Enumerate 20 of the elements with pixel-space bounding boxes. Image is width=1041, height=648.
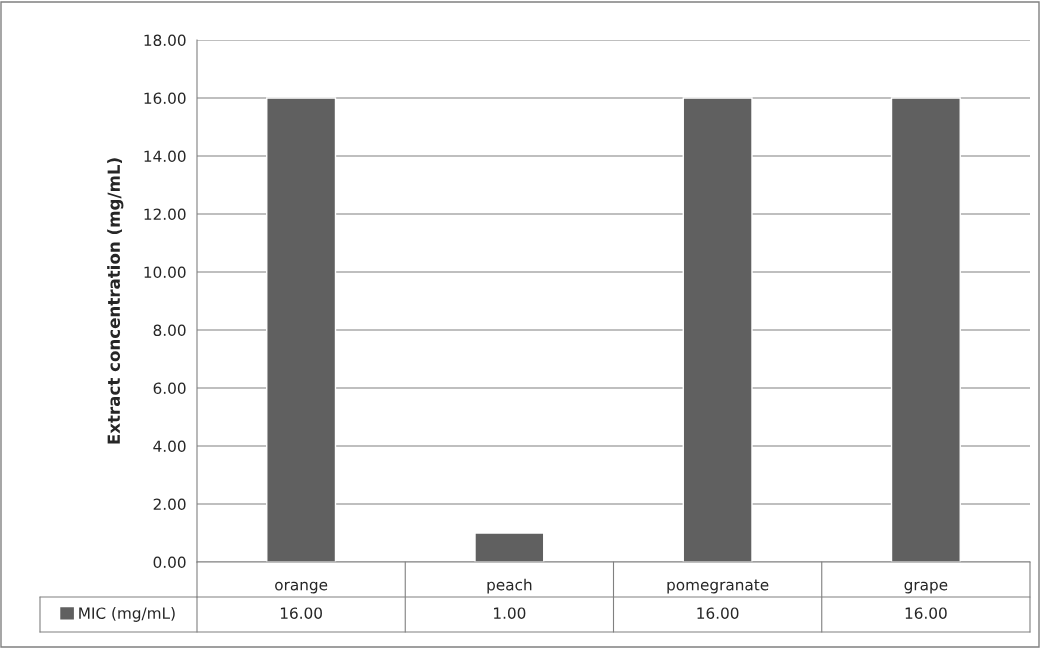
x-tick-label: pomegranate	[667, 579, 769, 594]
data-label: 16.00	[905, 607, 947, 619]
x-tick-label: orange	[275, 581, 328, 594]
data-label: 1.00	[494, 607, 526, 619]
y-tick-label: 0.00	[153, 556, 186, 569]
data-label: 16.00	[280, 607, 322, 619]
y-tick-label: 6.00	[153, 382, 186, 395]
y-tick-label: 8.00	[153, 324, 186, 337]
y-tick-label: 10.00	[144, 266, 186, 279]
x-tick-label: grape	[904, 581, 948, 594]
y-tick-label: 12.00	[144, 208, 186, 221]
y-tick-label: 18.00	[144, 34, 186, 47]
x-tick-label: peach	[487, 578, 532, 594]
y-axis-title: Extract concentration (mg/mL)	[107, 158, 124, 444]
y-tick-label: 16.00	[144, 92, 186, 105]
y-tick-label: 4.00	[153, 440, 186, 453]
y-tick-label: 2.00	[153, 498, 186, 511]
legend-label: MIC (mg/mL)	[79, 607, 175, 622]
data-label: 16.00	[697, 607, 739, 619]
y-tick-label: 14.00	[144, 150, 186, 163]
